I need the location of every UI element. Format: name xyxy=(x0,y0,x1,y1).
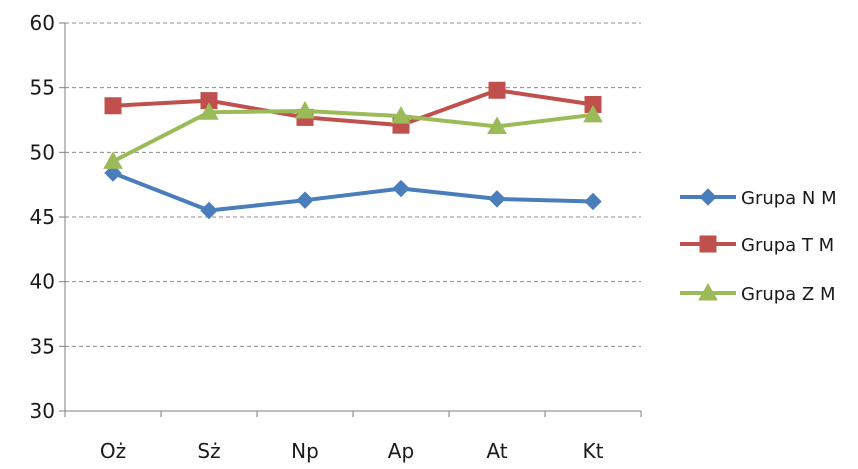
legend-label: Grupa T M xyxy=(741,235,834,256)
diamond-marker xyxy=(488,190,506,208)
legend-label: Grupa N M xyxy=(741,188,837,209)
diamond-marker xyxy=(584,192,602,211)
x-tick-label: Sż xyxy=(197,439,220,463)
square-marker xyxy=(488,81,506,99)
series-3 xyxy=(103,100,603,169)
series-1 xyxy=(104,164,602,220)
x-tick-label: Oż xyxy=(100,439,126,463)
triangle-marker xyxy=(199,102,219,120)
x-tick-label: Ap xyxy=(388,439,414,463)
triangle-marker xyxy=(487,116,507,134)
diamond-marker xyxy=(392,179,410,198)
triangle-marker xyxy=(583,104,603,123)
legend: Grupa N M Grupa T M Grupa Z M xyxy=(680,188,837,305)
square-marker xyxy=(699,235,717,253)
legend-label: Grupa Z M xyxy=(741,284,836,305)
y-tick-label: 35 xyxy=(30,334,55,358)
x-tick-label: Np xyxy=(291,439,319,463)
series-lines xyxy=(103,81,603,220)
y-tick-label: 40 xyxy=(30,270,55,294)
y-tick-label: 60 xyxy=(30,11,55,35)
square-marker xyxy=(104,97,122,115)
y-tick-label: 55 xyxy=(30,76,55,100)
triangle-marker xyxy=(391,106,411,124)
gridlines xyxy=(65,22,641,347)
x-tick-label: At xyxy=(486,439,507,463)
legend-item: Grupa Z M xyxy=(680,282,836,305)
diamond-marker xyxy=(296,191,314,209)
triangle-marker xyxy=(103,151,123,169)
diamond-marker xyxy=(200,201,218,220)
series-line xyxy=(111,88,595,128)
series-line xyxy=(111,171,595,213)
x-tick-label: Kt xyxy=(583,439,604,463)
triangle-marker xyxy=(698,282,718,301)
triangle-marker xyxy=(295,100,315,119)
legend-item: Grupa N M xyxy=(680,188,837,209)
y-tick-label: 30 xyxy=(30,399,55,423)
legend-item: Grupa T M xyxy=(680,235,834,256)
axes: 30 35 40 45 50 55 60 Oż Sż Np Ap At Kt xyxy=(30,11,642,463)
y-tick-label: 50 xyxy=(30,140,55,164)
diamond-marker xyxy=(104,164,122,182)
series-line xyxy=(111,108,595,164)
diamond-marker xyxy=(699,188,717,206)
y-tick-label: 45 xyxy=(30,205,55,229)
